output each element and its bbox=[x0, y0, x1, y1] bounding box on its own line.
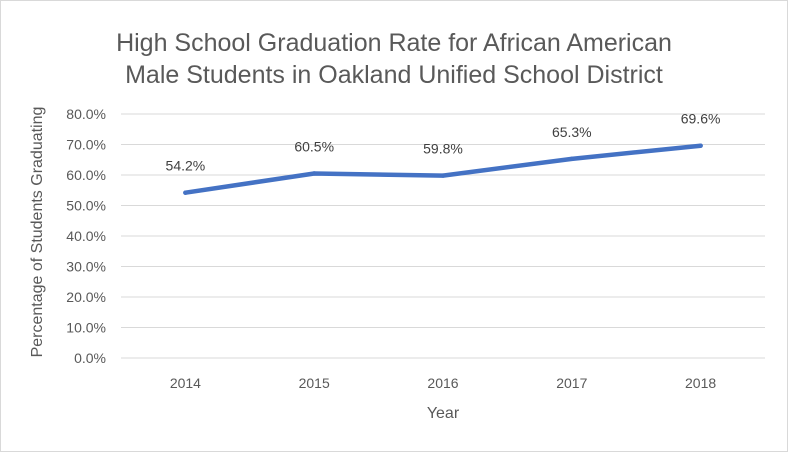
data-point bbox=[698, 143, 703, 148]
chart-title: High School Graduation Rate for African … bbox=[0, 27, 788, 91]
series-group bbox=[183, 143, 703, 195]
y-tick-label: 40.0% bbox=[66, 228, 106, 244]
data-label: 69.6% bbox=[681, 111, 721, 127]
y-tick-label: 50.0% bbox=[66, 198, 106, 214]
x-axis-title: Year bbox=[427, 405, 460, 422]
y-tick-label: 20.0% bbox=[66, 289, 106, 305]
x-tick-label: 2014 bbox=[170, 375, 201, 391]
x-tick-label: 2018 bbox=[685, 375, 716, 391]
y-tick-label: 0.0% bbox=[74, 350, 106, 366]
data-point bbox=[183, 190, 188, 195]
x-tick-label: 2017 bbox=[556, 375, 587, 391]
y-tick-label: 80.0% bbox=[66, 106, 106, 122]
data-label: 60.5% bbox=[294, 138, 334, 154]
gridlines bbox=[121, 113, 765, 359]
y-tick-label: 70.0% bbox=[66, 137, 106, 153]
y-tick-label: 60.0% bbox=[66, 167, 106, 183]
data-labels: 54.2% 60.5% 59.8% 65.3% 69.6% bbox=[166, 111, 721, 174]
y-tick-label: 30.0% bbox=[66, 259, 106, 275]
data-point bbox=[312, 171, 317, 176]
chart-title-line-2: Male Students in Oakland Unified School … bbox=[125, 61, 663, 89]
x-tick-label: 2015 bbox=[299, 375, 330, 391]
chart-title-line-1: High School Graduation Rate for African … bbox=[116, 29, 672, 57]
data-point bbox=[569, 156, 574, 162]
data-label: 65.3% bbox=[552, 124, 592, 140]
data-label: 59.8% bbox=[423, 141, 463, 157]
x-axis-ticks: 2014 2015 2016 2017 2018 bbox=[170, 375, 717, 391]
y-axis-ticks: 0.0% 10.0% 20.0% 30.0% 40.0% 50.0% 60.0% 70.0% 8… bbox=[66, 106, 106, 366]
x-tick-label: 2016 bbox=[427, 375, 458, 391]
data-label: 54.2% bbox=[166, 158, 206, 174]
y-axis-title: Percentage of Students Graduating bbox=[29, 107, 46, 358]
y-tick-label: 10.0% bbox=[66, 320, 106, 336]
data-point bbox=[440, 173, 446, 178]
